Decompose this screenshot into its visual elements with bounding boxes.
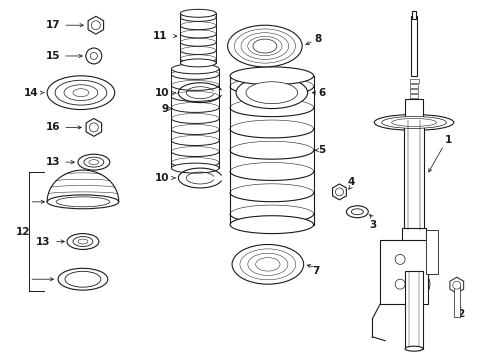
Bar bbox=[409, 79, 418, 83]
Bar bbox=[410, 16, 416, 76]
Circle shape bbox=[89, 123, 98, 132]
Text: 16: 16 bbox=[46, 122, 60, 132]
Ellipse shape bbox=[346, 206, 367, 218]
Ellipse shape bbox=[58, 268, 107, 290]
Bar bbox=[409, 84, 417, 88]
Ellipse shape bbox=[241, 33, 288, 59]
Text: 10: 10 bbox=[155, 173, 169, 183]
Ellipse shape bbox=[73, 89, 89, 96]
Text: 13: 13 bbox=[36, 237, 50, 247]
Text: 10: 10 bbox=[155, 88, 169, 98]
Ellipse shape bbox=[64, 85, 98, 100]
Text: 8: 8 bbox=[313, 34, 321, 44]
Text: 5: 5 bbox=[317, 145, 325, 155]
Circle shape bbox=[394, 279, 404, 289]
Circle shape bbox=[86, 48, 102, 64]
Text: 6: 6 bbox=[317, 88, 325, 98]
Text: 12: 12 bbox=[16, 226, 30, 237]
Bar bbox=[453, 285, 459, 317]
Ellipse shape bbox=[180, 9, 216, 17]
Ellipse shape bbox=[234, 29, 295, 63]
Bar bbox=[410, 99, 417, 103]
Ellipse shape bbox=[373, 114, 453, 130]
Polygon shape bbox=[332, 184, 346, 200]
Bar bbox=[403, 121, 423, 230]
Ellipse shape bbox=[230, 67, 313, 85]
Polygon shape bbox=[86, 118, 102, 136]
Circle shape bbox=[335, 188, 343, 196]
Ellipse shape bbox=[180, 59, 216, 67]
Circle shape bbox=[394, 255, 404, 264]
Ellipse shape bbox=[84, 157, 103, 167]
Text: 3: 3 bbox=[369, 220, 376, 230]
Ellipse shape bbox=[232, 244, 303, 284]
Ellipse shape bbox=[47, 76, 115, 109]
Ellipse shape bbox=[247, 36, 282, 56]
Text: 9: 9 bbox=[162, 104, 169, 113]
Ellipse shape bbox=[171, 163, 219, 173]
Ellipse shape bbox=[230, 216, 313, 234]
Polygon shape bbox=[88, 16, 103, 34]
Bar bbox=[380, 239, 427, 304]
Bar bbox=[411, 11, 415, 19]
Ellipse shape bbox=[56, 197, 109, 207]
Ellipse shape bbox=[247, 253, 287, 275]
Ellipse shape bbox=[404, 346, 422, 351]
Ellipse shape bbox=[255, 258, 280, 271]
Ellipse shape bbox=[78, 239, 88, 244]
Ellipse shape bbox=[73, 237, 93, 247]
Bar bbox=[404, 99, 422, 121]
Ellipse shape bbox=[245, 82, 297, 104]
Ellipse shape bbox=[381, 117, 446, 129]
Bar bbox=[409, 89, 417, 93]
Ellipse shape bbox=[391, 118, 435, 126]
Ellipse shape bbox=[227, 25, 302, 67]
Text: 11: 11 bbox=[153, 31, 167, 41]
Ellipse shape bbox=[236, 77, 307, 109]
Ellipse shape bbox=[240, 249, 295, 280]
Text: 2: 2 bbox=[456, 309, 464, 319]
Text: 1: 1 bbox=[444, 135, 451, 145]
Text: 7: 7 bbox=[311, 266, 319, 276]
Ellipse shape bbox=[55, 80, 106, 105]
Ellipse shape bbox=[351, 209, 363, 215]
Ellipse shape bbox=[47, 195, 119, 209]
Ellipse shape bbox=[78, 154, 109, 170]
Text: 15: 15 bbox=[46, 51, 60, 61]
Bar bbox=[404, 271, 422, 349]
Ellipse shape bbox=[67, 234, 99, 249]
Circle shape bbox=[91, 21, 100, 30]
Ellipse shape bbox=[89, 159, 99, 165]
Ellipse shape bbox=[171, 64, 219, 74]
Ellipse shape bbox=[252, 39, 276, 53]
Bar bbox=[401, 228, 425, 242]
Ellipse shape bbox=[65, 271, 101, 287]
Bar bbox=[409, 94, 417, 98]
Circle shape bbox=[90, 53, 97, 59]
Text: 14: 14 bbox=[24, 88, 39, 98]
Polygon shape bbox=[449, 277, 463, 293]
Bar bbox=[425, 230, 437, 274]
Text: 17: 17 bbox=[46, 20, 61, 30]
Text: 13: 13 bbox=[46, 157, 60, 167]
Circle shape bbox=[452, 281, 460, 289]
Text: 4: 4 bbox=[347, 177, 354, 187]
